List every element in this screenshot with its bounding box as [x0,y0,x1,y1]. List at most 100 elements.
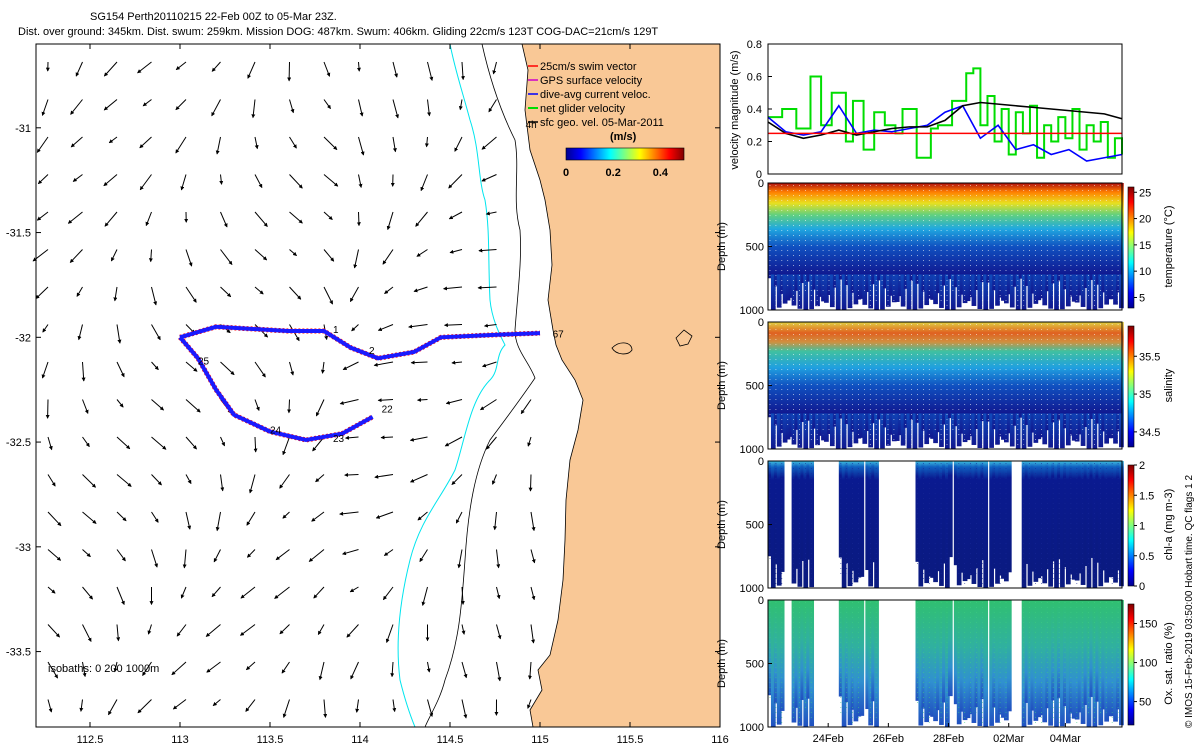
sfc-vector [139,136,152,149]
sfc-vector [113,661,118,673]
section-profile [874,600,879,727]
map-xtick-label: 114 [351,734,369,746]
sfc-vector [339,399,359,405]
sfc-vector [344,435,359,440]
sfc-vector [448,211,463,220]
sfc-vector [47,586,56,594]
section-profile [921,461,927,570]
section-profile [995,461,1000,584]
sfc-vector [445,399,463,405]
sfc-vector [461,699,468,719]
sfc-vector [72,174,83,182]
section-colorbar-label: chl-a (mg m-3) [1163,489,1175,561]
section-colorbar-label: temperature (°C) [1163,205,1175,287]
sfc-vector [317,624,325,636]
section-profile [800,600,806,700]
map-ytick-label: -32 [15,332,31,344]
sfc-vector [176,624,187,637]
section-profile [806,600,812,699]
section-profile [779,461,785,572]
section-profile [1048,461,1053,587]
section-profile [933,461,938,583]
sfc-vector [248,474,256,494]
section-profile [1077,461,1083,574]
sfc-vector [346,624,359,638]
sfc-vector [312,436,325,452]
sfc-vector [245,699,256,712]
section-profile [1107,461,1112,578]
sfc-vector [77,324,83,341]
section-profile [1071,461,1077,580]
sfc-vector [320,361,325,374]
section-profile [989,600,994,726]
sfc-vector [349,586,359,593]
section-xtick-label: 24Feb [813,733,844,745]
section-profile [1119,461,1124,587]
sfc-vector [496,549,501,569]
sfc-vector [344,472,359,477]
section-profile [1021,600,1027,727]
section-profile [942,600,947,703]
sfc-vector [82,474,96,488]
glider-track [178,324,541,443]
section-profile [809,600,815,727]
map-ytick-label: -31.5 [6,228,31,240]
section-profile [865,461,871,571]
section-colorbar-tick-label: 50 [1139,697,1151,709]
sfc-vector [451,474,463,486]
sfc-vector [477,285,497,290]
velocity-series-net-glider-velocity [768,67,1123,159]
section-profile [1080,600,1086,724]
sfc-vector [311,511,325,522]
sfc-vector [492,61,497,75]
section-profile [841,461,847,588]
sfc-vector [69,249,83,263]
legend-net-label: net glider velocity [540,103,625,115]
map-xtick-label: 115.5 [617,734,644,746]
section-profile [980,461,986,561]
sfc-vector [491,474,497,485]
sfc-vector [116,361,125,378]
section-profile [918,461,924,587]
sfc-vector [103,174,118,187]
section-ytick-label: 0 [758,317,764,329]
sfc-vector [386,211,394,231]
sfc-vector [185,286,197,303]
section-profile [1001,461,1006,579]
sfc-vector [108,136,118,144]
section-colorbar-tick-label: 1 [1139,521,1145,533]
section-profile [803,461,809,588]
sfc-vector [454,136,463,152]
sfc-vector [358,136,365,156]
sfc-vector [289,249,297,257]
sfc-vector [279,624,290,635]
section-profile [947,600,953,697]
sfc-vector [205,624,221,637]
sfc-vector [481,361,497,368]
section-profile [965,461,971,580]
section-profile [971,461,977,584]
section-profile [936,600,941,711]
section-colorbar-tick-label: 100 [1139,658,1157,670]
section-profile [1068,461,1074,575]
section-profile [853,600,859,722]
copyright-text: © IMOS 15-Feb-2019 03:50:00 Hobart time.… [1184,475,1195,728]
section-profile [1042,600,1048,723]
section-profile [1057,461,1062,560]
section-profile [983,600,989,727]
sfc-vector [375,511,394,519]
section-profile [989,461,994,587]
section-profile [794,461,800,569]
sfc-vector [289,99,295,114]
sfc-vector [528,474,533,492]
section-profile [1004,461,1009,582]
section-profile [871,461,876,563]
figure-title-line1: SG154 Perth20110215 22-Feb 00Z to 05-Mar… [90,11,337,23]
sfc-vector [287,399,292,414]
sfc-vector [116,511,127,522]
map-ytick-label: -31 [15,123,31,135]
section-ylabel: Depth (m) [716,361,728,410]
legend-dac-label: dive-avg current veloc. [540,89,651,101]
